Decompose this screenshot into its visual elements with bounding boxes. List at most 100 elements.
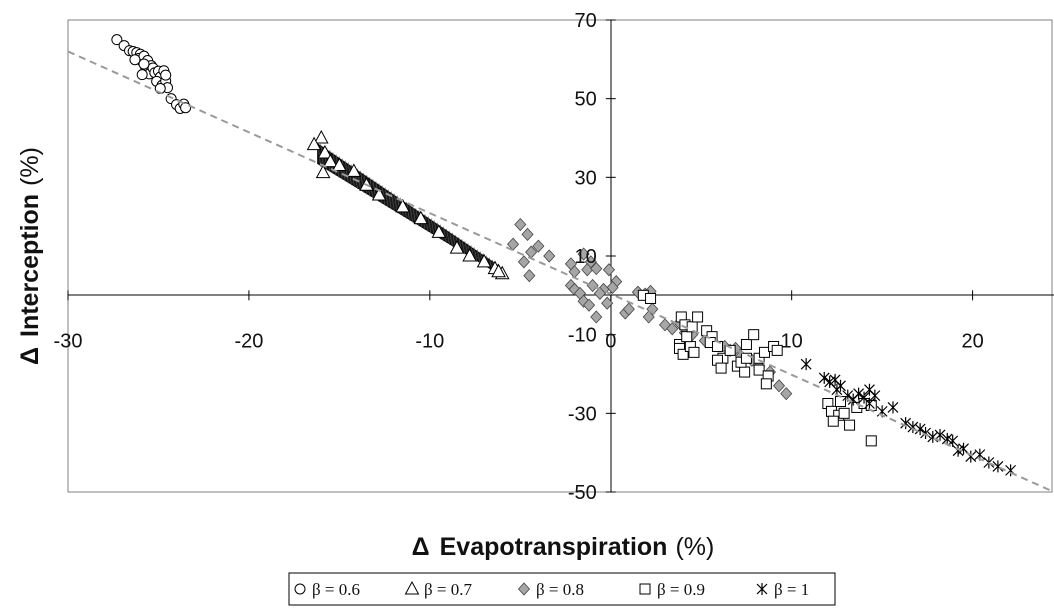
square-point xyxy=(838,407,850,419)
y-tick-label: 50 xyxy=(575,89,597,111)
diamond-point xyxy=(582,298,596,312)
square-point xyxy=(724,344,736,356)
star-point xyxy=(864,397,875,410)
x-axis-title-text: Evapotranspiration xyxy=(440,533,668,561)
legend-item: β = 0.8 xyxy=(517,580,584,599)
star-point xyxy=(800,358,812,371)
diamond-point xyxy=(514,217,527,232)
triangle-point xyxy=(306,136,322,151)
triangle-point xyxy=(317,144,333,159)
triangle-point xyxy=(395,198,411,213)
legend-item: β = 1 xyxy=(756,580,809,599)
square-point xyxy=(645,292,657,304)
square-point xyxy=(835,396,847,408)
x-tick-label: -30 xyxy=(54,330,83,352)
band-texture xyxy=(473,247,478,262)
diamond-point xyxy=(577,247,590,261)
legend-label: β = 0.8 xyxy=(536,580,584,599)
square-point xyxy=(739,366,751,378)
triangle-point xyxy=(462,247,477,262)
x-axis-delta-symbol: Δ xyxy=(412,533,430,561)
star-point xyxy=(864,383,875,396)
y-axis-unit: (%) xyxy=(16,147,44,186)
plot-area-frame xyxy=(67,19,1053,493)
band-texture xyxy=(461,238,466,255)
diamond-point xyxy=(780,387,793,401)
band-texture xyxy=(449,230,453,247)
band-texture xyxy=(390,191,395,212)
diamond-point xyxy=(581,263,594,277)
diamond-point xyxy=(517,255,530,269)
y-axis-ticks xyxy=(605,19,616,493)
y-tick-labels: -50 -30 -10 10 30 50 70 xyxy=(568,10,597,504)
y-tick-label: -50 xyxy=(568,482,597,504)
y-axis-title: Δ Interception (%) xyxy=(16,147,44,365)
triangle-point xyxy=(322,153,338,168)
star-point xyxy=(914,423,926,436)
legend-item: β = 0.7 xyxy=(404,580,472,599)
series-2-points xyxy=(306,129,510,280)
diamond-point xyxy=(507,237,520,251)
star-point xyxy=(818,371,830,384)
diamond-point xyxy=(642,310,655,324)
square-point xyxy=(688,346,700,358)
star-point xyxy=(934,428,946,441)
band-texture xyxy=(427,216,432,234)
y-tick-label: -30 xyxy=(568,403,597,425)
legend-label: β = 0.6 xyxy=(312,580,360,599)
legend-star-marker xyxy=(756,583,768,595)
x-tick-labels: -30 -20 -10 0 10 20 xyxy=(54,330,984,352)
diamond-point xyxy=(593,286,606,300)
diamond-point xyxy=(606,280,619,295)
triangle-point xyxy=(346,163,362,177)
band-texture xyxy=(443,226,447,244)
y-tick-label: 70 xyxy=(575,10,597,32)
square-point xyxy=(715,362,727,374)
y-tick-label: 10 xyxy=(575,246,597,268)
x-tick-label: 0 xyxy=(605,330,616,352)
square-point xyxy=(865,435,877,447)
square-point xyxy=(748,329,760,341)
legend-box xyxy=(288,572,836,606)
square-point xyxy=(740,352,752,364)
square-point xyxy=(740,339,752,350)
x-axis-title: Δ Evapotranspiration (%) xyxy=(412,533,715,561)
band-texture xyxy=(384,187,389,208)
legend-triangle-marker xyxy=(404,580,420,595)
circle-point xyxy=(129,54,141,66)
band-texture xyxy=(409,203,413,223)
triangle-point xyxy=(431,224,447,238)
circle-point xyxy=(160,69,172,81)
star-point xyxy=(900,417,912,430)
band-texture xyxy=(387,189,392,210)
triangle-point xyxy=(332,157,347,172)
circle-point xyxy=(138,58,150,70)
legend-circle-marker xyxy=(294,583,306,595)
band-texture xyxy=(344,160,349,184)
y-tick-label: 30 xyxy=(575,167,597,189)
square-point xyxy=(753,364,765,376)
square-point xyxy=(677,348,689,360)
legend-label: β = 1 xyxy=(774,580,809,599)
star-point xyxy=(887,401,899,414)
legend: β = 0.6 β = 0.7 β = 0.8 β = 0.9 β = 1 xyxy=(288,572,836,606)
diamond-point xyxy=(622,302,635,316)
band-texture xyxy=(430,218,435,236)
y-axis-delta-symbol: Δ xyxy=(16,347,44,365)
band-texture xyxy=(446,228,450,246)
star-point xyxy=(835,379,846,392)
legend-item: β = 0.9 xyxy=(639,580,705,599)
triangle-point xyxy=(313,129,329,144)
x-tick-label: 10 xyxy=(781,330,803,352)
square-point xyxy=(760,378,772,390)
diamond-point xyxy=(543,249,556,263)
star-point xyxy=(853,387,865,400)
square-point xyxy=(759,346,771,358)
square-point xyxy=(827,415,839,427)
series-5-points xyxy=(800,358,1017,477)
circle-point xyxy=(180,102,192,114)
x-axis-ticks xyxy=(67,290,974,301)
triangle-point xyxy=(491,263,506,278)
square-point xyxy=(681,331,693,343)
square-point xyxy=(711,340,723,352)
